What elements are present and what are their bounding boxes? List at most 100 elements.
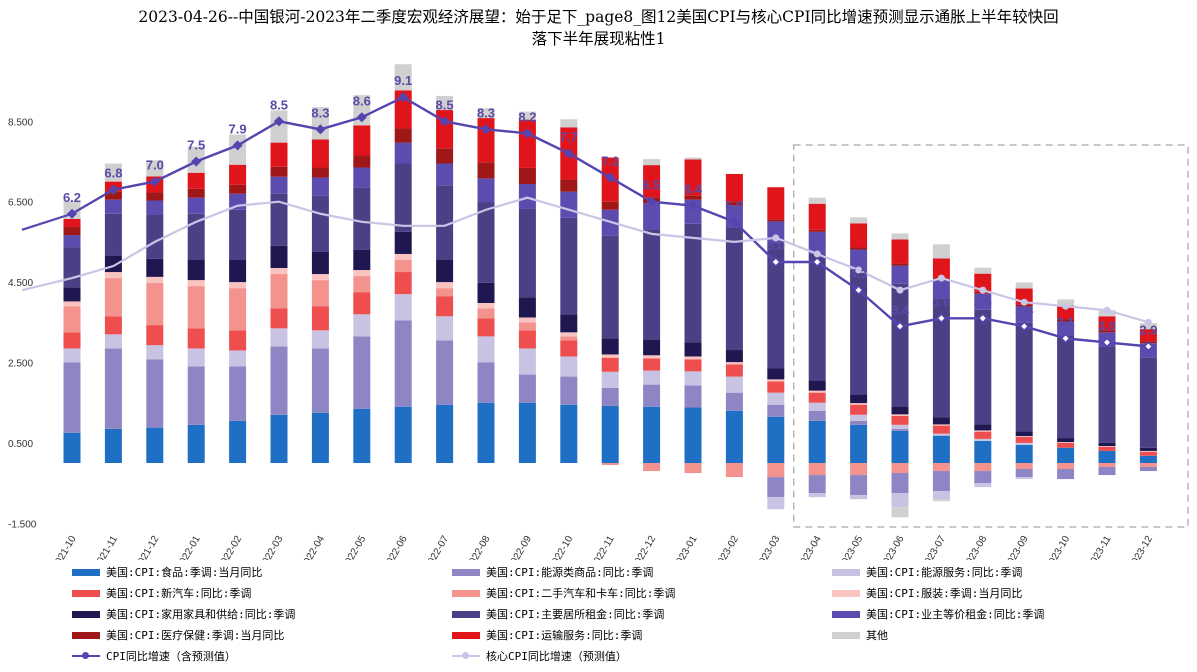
bar-segment [436, 163, 454, 186]
x-tick-label: 2021-10 [51, 534, 79, 560]
bar-segment [1139, 329, 1157, 342]
bar-segment [808, 402, 826, 411]
cpi-data-label: 6.2 [63, 190, 81, 205]
bar-segment [643, 358, 661, 371]
bar-segment [104, 255, 122, 273]
bar-segment [477, 178, 495, 203]
bar-segment [891, 406, 909, 415]
bar-segment [311, 330, 329, 349]
bar-segment [187, 424, 205, 463]
bar-segment [891, 233, 909, 240]
bar-segment [974, 424, 992, 431]
bar-segment [684, 407, 702, 463]
cpi-point [315, 124, 326, 135]
cpi-data-label: 3.6 [932, 294, 950, 309]
bar-segment [518, 208, 536, 298]
bar-segment [63, 348, 81, 363]
bar-segment [146, 282, 164, 326]
x-tick-label: 2022-09 [506, 534, 534, 560]
cpi-line-extension [21, 212, 73, 231]
bar-segment [725, 173, 743, 203]
bar-segment [932, 280, 950, 299]
bar-segment [1139, 451, 1157, 456]
bar-segment [477, 282, 495, 304]
cpi-point [480, 124, 492, 135]
bar-segment [229, 288, 247, 331]
bar-segment [436, 340, 454, 405]
bar-segment [684, 359, 702, 372]
bar-segment [187, 286, 205, 329]
bar-segment-negative [1015, 463, 1033, 470]
bar-segment [1098, 330, 1116, 333]
x-tick-label: 2022-04 [299, 534, 327, 560]
bar-segment [146, 214, 164, 259]
bar-segment [229, 282, 247, 289]
bar-segment [353, 336, 371, 409]
bar-segment [891, 263, 909, 266]
bar-segment [394, 253, 412, 260]
legend-label: 美国:CPI:新汽车:同比:季调 [106, 587, 252, 600]
bar-segment [436, 185, 454, 260]
bar-segment [850, 394, 868, 404]
bar-segment [1139, 357, 1157, 448]
bar-segment [436, 288, 454, 297]
legend-item: 其他 [832, 626, 888, 644]
bar-segment [850, 269, 868, 395]
bar-segment [436, 95, 454, 111]
bar-segment [725, 392, 743, 411]
bar-segment [394, 142, 412, 164]
bar-segment-negative [684, 463, 702, 474]
bar-segment [850, 404, 868, 415]
bar-segment [270, 176, 288, 194]
bar-segment [270, 346, 288, 415]
bar-segment [104, 191, 122, 200]
x-tick-label: 2022-11 [589, 534, 617, 560]
bar-segment [518, 111, 536, 120]
bar-segment [518, 167, 536, 185]
bar-segment [684, 159, 702, 196]
bar-segment [932, 244, 950, 259]
legend-label: 核心CPI同比增速（预测值） [486, 650, 627, 663]
legend-line-marker [452, 652, 480, 659]
bar-segment [932, 298, 950, 418]
x-tick-label: 2023-05 [837, 534, 865, 560]
bar-segment [767, 243, 785, 369]
legend-label: 美国:CPI:食品:季调:当月同比 [106, 566, 263, 579]
bar-segment [63, 247, 81, 288]
bar-segment [146, 427, 164, 463]
legend-item: 美国:CPI:二手汽车和卡车:同比:季调 [452, 584, 675, 602]
bar-segment-negative [808, 493, 826, 498]
x-tick-label: 2023-11 [1086, 534, 1114, 560]
core-cpi-line-extension [21, 277, 73, 292]
chart-title: 2023-04-26--中国银河-2023年二季度宏观经济展望：始于足下_pag… [0, 6, 1197, 50]
bar-segment [725, 202, 743, 206]
bar-segment [311, 177, 329, 196]
cpi-point [1060, 333, 1071, 344]
bar-segment [808, 229, 826, 232]
bar-segment-negative [1139, 463, 1157, 468]
bar-segment [560, 336, 578, 341]
bar-segment [270, 245, 288, 269]
bar-segment [270, 308, 288, 329]
bar-segment [311, 306, 329, 331]
bar-segment [311, 280, 329, 307]
chart-title-line-1: 2023-04-26--中国银河-2023年二季度宏观经济展望：始于足下_pag… [138, 8, 1059, 26]
bar-segment [601, 405, 619, 463]
cpi-point [66, 208, 78, 219]
bar-segment [891, 283, 909, 407]
bar-segment-negative [1057, 463, 1075, 470]
bar-segment [229, 350, 247, 367]
cpi-data-label: 8.5 [436, 97, 454, 112]
bar-segment [808, 390, 826, 393]
bar-segment [1057, 319, 1075, 322]
cpi-data-label: 2.9 [1139, 322, 1157, 337]
x-tick-label: 2022-05 [341, 534, 369, 560]
core-cpi-point [979, 286, 987, 294]
bar-segment [808, 392, 826, 403]
bar-segment [1057, 305, 1075, 320]
bar-segment [270, 328, 288, 347]
cpi-data-label: 8.2 [518, 109, 536, 124]
bar-segment [725, 364, 743, 377]
legend-swatch [832, 610, 860, 618]
cpi-point [687, 200, 699, 211]
